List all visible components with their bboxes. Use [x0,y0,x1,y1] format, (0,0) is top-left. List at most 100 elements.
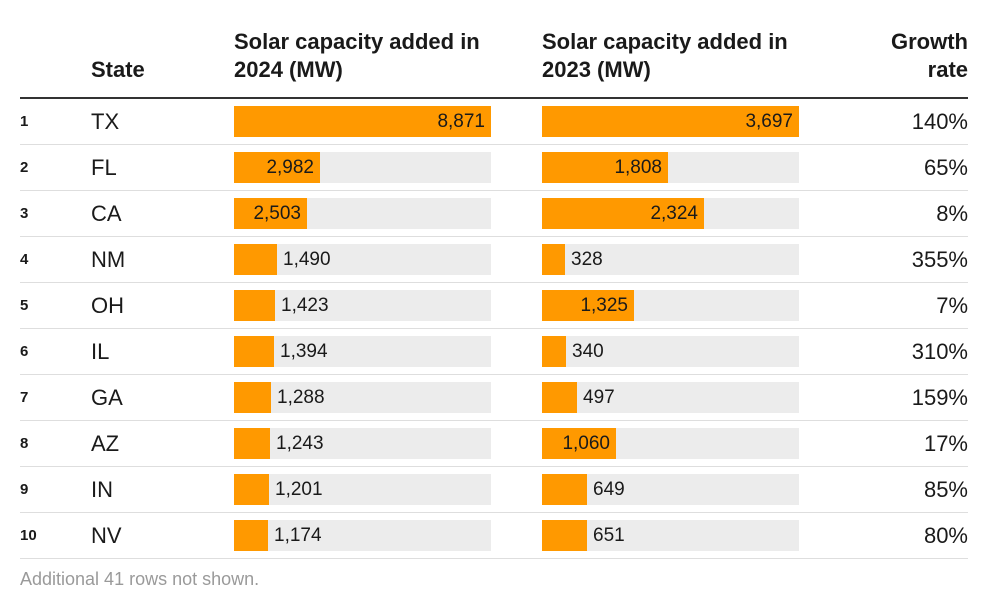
row-rank: 8 [20,435,29,452]
row-state: OH [91,293,124,318]
capacity-2023-track: 1,808 [542,152,799,183]
capacity-2023-track: 649 [542,474,799,505]
capacity-2023-track: 1,060 [542,428,799,459]
table-row: 2 FL 2,982 1,808 65% [20,145,968,191]
row-state: IN [91,477,113,502]
capacity-2024-track: 1,394 [234,336,491,367]
footnote: Additional 41 rows not shown. [20,569,260,589]
row-rank: 5 [20,297,29,314]
capacity-2024-track: 1,174 [234,520,491,551]
row-rank: 10 [20,527,37,544]
capacity-2023-bar [542,520,587,551]
row-state: GA [91,385,123,410]
capacity-2024-value: 8,871 [437,111,485,132]
row-growth-rate: 159% [911,385,968,410]
capacity-2024-value: 2,982 [266,157,314,178]
capacity-2023-value: 340 [572,341,604,362]
capacity-2024-value: 1,243 [276,433,324,454]
capacity-2023-value: 328 [571,249,603,270]
row-growth-rate: 17% [923,431,968,456]
capacity-2023-value: 649 [593,479,625,500]
row-growth-rate: 8% [936,201,968,226]
capacity-2023-bar [542,244,565,275]
row-growth-rate: 355% [911,247,968,272]
header-growth-rate: Growth rate [891,29,968,82]
capacity-2024-track: 1,490 [234,244,491,275]
capacity-2023-value: 3,697 [745,111,793,132]
table-row: 3 CA 2,503 2,324 8% [20,191,968,237]
capacity-2024-track: 2,503 [234,198,491,229]
capacity-2024-track: 1,288 [234,382,491,413]
row-rank: 1 [20,113,29,130]
row-growth-rate: 140% [911,109,968,134]
row-growth-rate: 65% [923,155,968,180]
row-rank: 7 [20,389,29,406]
table-row: 6 IL 1,394 340 310% [20,329,968,375]
capacity-2023-track: 651 [542,520,799,551]
capacity-2023-bar [542,474,587,505]
row-growth-rate: 80% [923,523,968,548]
table-row: 8 AZ 1,243 1,060 17% [20,421,968,467]
capacity-2024-value: 1,490 [283,249,331,270]
row-rank: 2 [20,159,29,176]
capacity-2024-bar [234,198,307,229]
row-growth-rate: 85% [923,477,968,502]
capacity-2024-track: 1,243 [234,428,491,459]
capacity-2023-bar [542,290,634,321]
capacity-2023-track: 1,325 [542,290,799,321]
row-rank: 4 [20,251,29,268]
capacity-2023-track: 3,697 [542,106,799,137]
row-state: CA [91,201,122,226]
capacity-2024-value: 1,174 [274,525,322,546]
capacity-2023-track: 2,324 [542,198,799,229]
capacity-2023-bar [542,336,566,367]
capacity-2024-track: 8,871 [234,106,491,137]
capacity-2024-bar [234,336,274,367]
capacity-2023-value: 497 [583,387,615,408]
table-row: 9 IN 1,201 649 85% [20,467,968,513]
row-state: TX [91,109,120,134]
capacity-2024-bar [234,428,270,459]
capacity-2024-bar [234,520,268,551]
capacity-2024-value: 1,201 [275,479,323,500]
table-body: 1 TX 8,871 3,697 140% 2 FL 2,982 1,808 65% 3 CA 2,50… [20,99,968,559]
capacity-2023-value: 1,808 [614,157,662,178]
header-state: State [91,57,145,82]
capacity-2024-bar [234,106,491,137]
row-rank: 3 [20,205,29,222]
row-rank: 6 [20,343,29,360]
capacity-2024-value: 1,423 [281,295,329,316]
capacity-2023-bar [542,106,799,137]
capacity-2024-track: 1,423 [234,290,491,321]
table-row: 10 NV 1,174 651 80% [20,513,968,559]
row-state: FL [91,155,117,180]
capacity-2023-bar [542,198,704,229]
capacity-2023-value: 1,325 [580,295,628,316]
row-state: IL [91,339,110,364]
capacity-2024-bar [234,382,271,413]
capacity-2024-track: 1,201 [234,474,491,505]
capacity-2023-bar [542,428,616,459]
capacity-2023-value: 2,324 [650,203,698,224]
capacity-2023-bar [542,382,577,413]
capacity-2024-value: 2,503 [253,203,301,224]
capacity-2023-value: 651 [593,525,625,546]
table-row: 5 OH 1,423 1,325 7% [20,283,968,329]
solar-capacity-table: State Solar capacity added in 2024 (MW) … [20,0,968,559]
row-growth-rate: 7% [936,293,968,318]
capacity-2024-bar [234,474,269,505]
header-capacity-2023: Solar capacity added in 2023 (MW) [542,29,788,82]
table-row: 1 TX 8,871 3,697 140% [20,99,968,145]
capacity-2024-bar [234,244,277,275]
row-state: NM [91,247,126,272]
row-state: AZ [91,431,120,456]
capacity-2024-bar [234,290,275,321]
row-state: NV [91,523,122,548]
capacity-2023-value: 1,060 [562,433,610,454]
header-capacity-2024: Solar capacity added in 2024 (MW) [234,29,480,82]
capacity-2023-bar [542,152,668,183]
row-rank: 9 [20,481,29,498]
capacity-2023-track: 328 [542,244,799,275]
capacity-2024-value: 1,288 [277,387,325,408]
table-row: 7 GA 1,288 497 159% [20,375,968,421]
